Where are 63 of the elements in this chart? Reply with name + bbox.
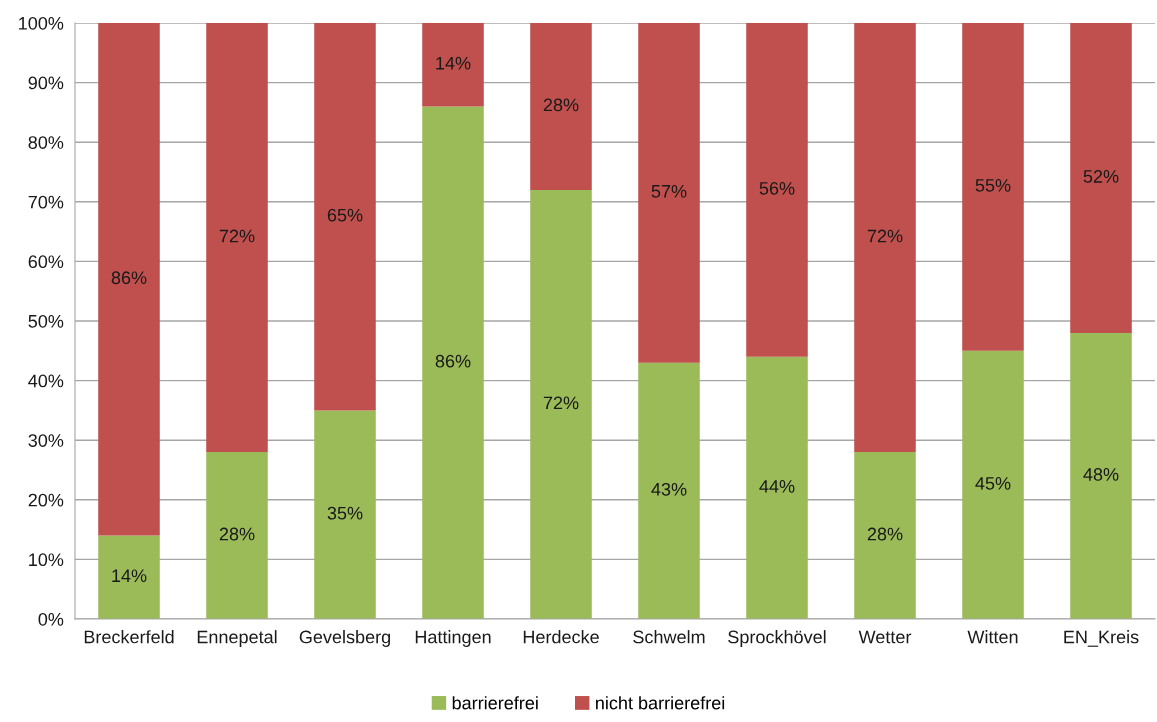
x-tick-label: Herdecke xyxy=(523,630,599,644)
x-tick-label: Wetter xyxy=(858,630,912,644)
bar xyxy=(530,189,592,619)
data-label: 55% xyxy=(975,179,1011,192)
bar xyxy=(422,106,484,619)
data-label: 45% xyxy=(975,477,1011,490)
data-label: 48% xyxy=(1083,468,1119,481)
y-tick-label: 50% xyxy=(28,314,64,328)
legend-label: barrierefrei xyxy=(452,696,538,710)
y-tick-label: 60% xyxy=(28,255,64,269)
y-tick-label: 0% xyxy=(38,612,64,626)
data-label: 52% xyxy=(1083,170,1119,183)
y-tick-label: 70% xyxy=(28,195,64,209)
data-label: 56% xyxy=(759,181,795,195)
bar xyxy=(638,23,700,363)
data-label: 72% xyxy=(219,229,255,243)
x-tick-label: Sprockhövel xyxy=(728,630,826,647)
bar xyxy=(98,23,160,536)
x-tick-label: Breckerfeld xyxy=(84,630,174,644)
bar xyxy=(1070,332,1132,619)
legend-label: nicht barrierefrei xyxy=(596,696,725,710)
data-label: 65% xyxy=(327,208,363,222)
data-label: 57% xyxy=(651,185,687,198)
x-tick-label: Ennepetal xyxy=(197,630,277,647)
data-label: 14% xyxy=(436,56,471,70)
data-label: 44% xyxy=(759,480,795,493)
bar xyxy=(530,23,592,190)
y-tick-label: 100% xyxy=(19,16,64,30)
x-tick-label: Witten xyxy=(967,630,1018,644)
x-tick-label: Gevelsberg xyxy=(299,630,391,647)
bar xyxy=(746,23,808,357)
x-tick-label: Hattingen xyxy=(415,630,491,647)
bar xyxy=(206,23,268,453)
bar xyxy=(98,535,160,619)
bar xyxy=(854,23,916,453)
y-tick-label: 20% xyxy=(28,493,64,507)
bar xyxy=(746,356,808,619)
bar xyxy=(422,23,484,107)
bar xyxy=(962,350,1024,619)
x-tick-label: EN_Kreis xyxy=(1064,630,1139,647)
bar xyxy=(638,362,700,619)
data-label: 86% xyxy=(111,271,147,285)
bar xyxy=(1070,23,1132,333)
data-label: 72% xyxy=(867,229,903,243)
x-tick-label: Schwelm xyxy=(633,630,705,644)
data-label: 28% xyxy=(219,527,255,541)
y-tick-label: 10% xyxy=(29,553,64,567)
bar xyxy=(854,452,916,619)
data-label: 35% xyxy=(327,506,363,520)
data-label: 86% xyxy=(435,354,471,368)
data-label: 72% xyxy=(543,396,579,410)
y-tick-label: 80% xyxy=(28,136,64,149)
bar xyxy=(314,410,376,619)
bar xyxy=(962,23,1024,351)
data-label: 14% xyxy=(112,569,147,583)
data-label: 28% xyxy=(867,527,903,541)
y-tick-label: 40% xyxy=(28,374,64,388)
y-tick-label: 30% xyxy=(28,434,64,447)
bar xyxy=(206,452,268,619)
data-label: 43% xyxy=(651,482,687,496)
bar xyxy=(314,23,376,411)
y-tick-label: 90% xyxy=(28,76,64,90)
data-label: 28% xyxy=(543,98,579,112)
